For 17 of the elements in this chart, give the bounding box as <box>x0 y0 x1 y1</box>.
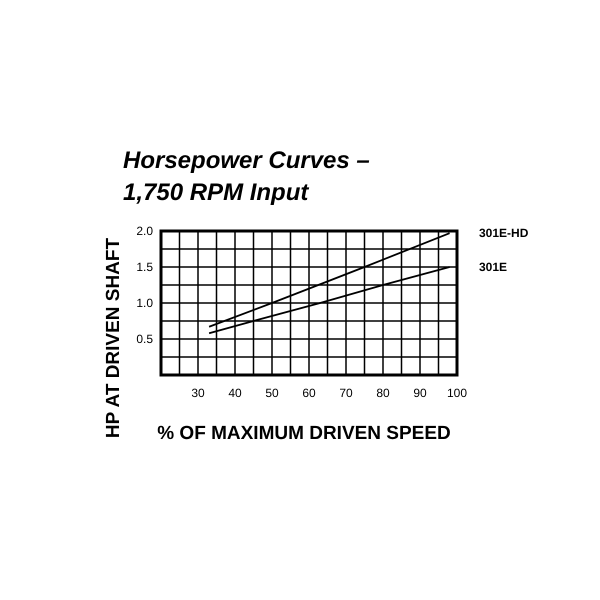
text: 301E-HD <box>479 226 529 240</box>
text: 301E <box>479 260 508 274</box>
x-axis-title: % OF MAXIMUM DRIVEN SPEED <box>157 423 451 444</box>
x-tick-label: 100 <box>446 386 468 400</box>
chart-title: Horsepower Curves – 1,750 RPM Input <box>123 147 370 206</box>
y-axis-title: HP AT DRIVEN SHAFT <box>103 238 124 438</box>
x-tick-label: 50 <box>265 386 279 400</box>
x-tick-label: 40 <box>228 386 242 400</box>
x-tick-label: 30 <box>191 386 205 400</box>
x-tick-label: 80 <box>376 386 390 400</box>
y-tick-label: 2.0 <box>136 224 154 238</box>
y-tick-label: 1.0 <box>136 296 154 310</box>
y-tick-label: 0.5 <box>136 332 154 346</box>
x-tick-label: 90 <box>413 386 427 400</box>
x-tick-label: 60 <box>302 386 316 400</box>
y-tick-label: 1.5 <box>136 260 154 274</box>
x-tick-label: 70 <box>339 386 353 400</box>
